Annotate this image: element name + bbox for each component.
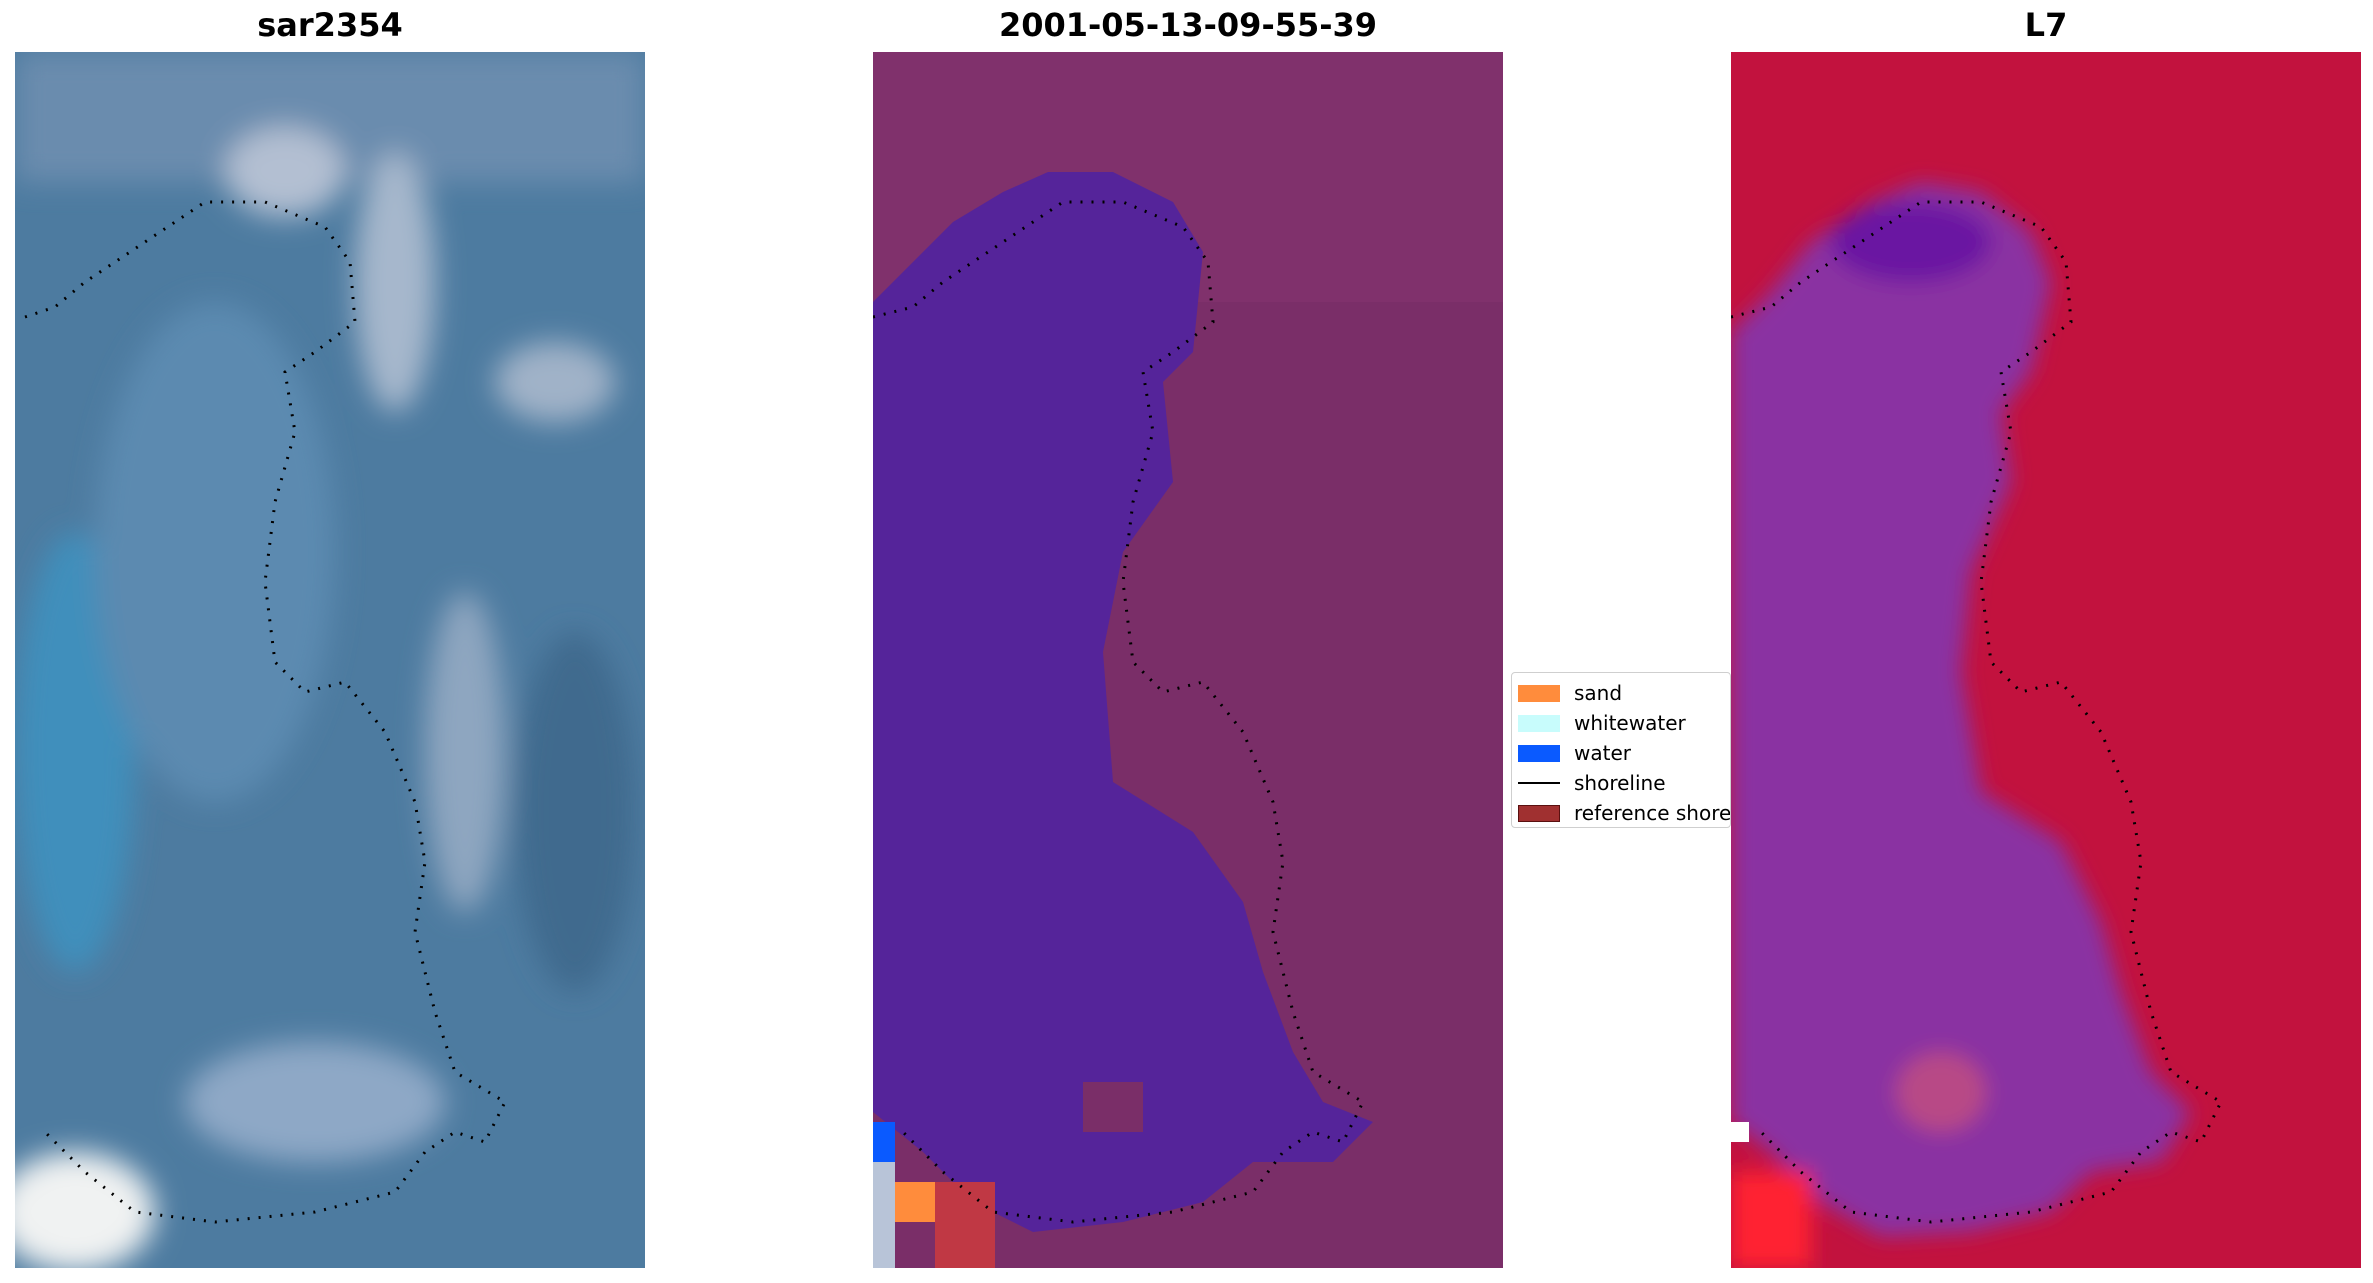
legend-item-sand: sand <box>1518 679 1622 707</box>
sand-swatch <box>1518 684 1560 702</box>
legend-label-sand: sand <box>1574 681 1623 705</box>
legend-label-reference-shoreline: reference shoreline <box>1574 801 1731 825</box>
legend-item-reference-shoreline: reference shoreline <box>1518 799 1731 827</box>
panel-title-rgb: sar2354 <box>257 6 403 44</box>
whitewater-swatch <box>1518 714 1560 732</box>
falsecolor-panel <box>1731 52 2361 1268</box>
reference-shoreline-swatch <box>1518 804 1560 822</box>
legend-label-shoreline: shoreline <box>1574 771 1666 795</box>
legend-label-water: water <box>1574 741 1631 765</box>
water-swatch <box>1518 744 1560 762</box>
legend-label-whitewater: whitewater <box>1574 711 1686 735</box>
rgb-image-panel <box>15 52 645 1268</box>
legend-item-shoreline: shoreline <box>1518 769 1666 797</box>
legend-item-whitewater: whitewater <box>1518 709 1686 737</box>
shoreline-line-swatch <box>1518 782 1560 784</box>
legend-item-water: water <box>1518 739 1631 767</box>
legend: sand whitewater water shoreline referenc… <box>1511 672 1731 828</box>
panel-title-classification: 2001-05-13-09-55-39 <box>998 6 1378 44</box>
panel-title-falsecolor: L7 <box>2024 6 2068 44</box>
classification-panel <box>873 52 1503 1268</box>
